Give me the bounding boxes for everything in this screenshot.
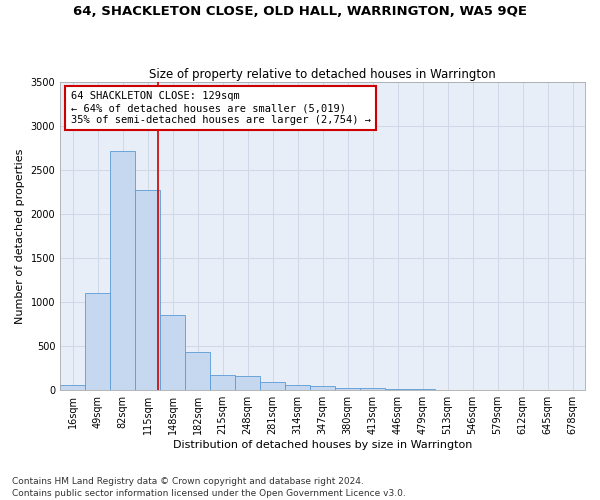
Bar xyxy=(185,352,210,390)
Bar xyxy=(60,386,85,390)
Bar xyxy=(385,389,410,390)
Bar xyxy=(335,388,360,390)
Bar xyxy=(135,190,160,390)
Text: 64 SHACKLETON CLOSE: 129sqm
← 64% of detached houses are smaller (5,019)
35% of : 64 SHACKLETON CLOSE: 129sqm ← 64% of det… xyxy=(71,92,371,124)
Bar xyxy=(260,382,285,390)
Bar xyxy=(360,388,385,390)
Bar xyxy=(110,151,135,390)
Bar xyxy=(160,314,185,390)
Text: 64, SHACKLETON CLOSE, OLD HALL, WARRINGTON, WA5 9QE: 64, SHACKLETON CLOSE, OLD HALL, WARRINGT… xyxy=(73,5,527,18)
Bar xyxy=(85,292,110,390)
Title: Size of property relative to detached houses in Warrington: Size of property relative to detached ho… xyxy=(149,68,496,81)
Bar xyxy=(285,385,310,390)
Y-axis label: Number of detached properties: Number of detached properties xyxy=(15,148,25,324)
Bar xyxy=(210,375,235,390)
Bar xyxy=(310,386,335,390)
Bar xyxy=(235,376,260,390)
X-axis label: Distribution of detached houses by size in Warrington: Distribution of detached houses by size … xyxy=(173,440,472,450)
Text: Contains HM Land Registry data © Crown copyright and database right 2024.
Contai: Contains HM Land Registry data © Crown c… xyxy=(12,476,406,498)
